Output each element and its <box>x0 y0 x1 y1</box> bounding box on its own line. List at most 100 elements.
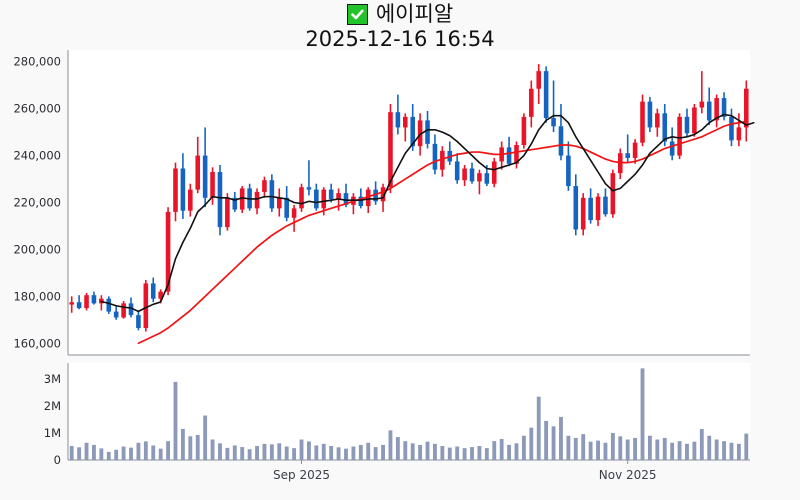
volume-bar <box>470 447 474 460</box>
volume-bar <box>573 437 578 460</box>
volume-bar <box>99 448 104 460</box>
candle-body <box>358 196 364 207</box>
volume-bar <box>381 444 385 460</box>
candle-body <box>321 189 327 209</box>
volume-bar <box>536 396 541 460</box>
volume-bar <box>321 443 326 460</box>
volume-bar <box>744 433 749 460</box>
volume-bar <box>269 444 274 460</box>
volume-bar <box>292 448 297 460</box>
chart-canvas: 160,000 180,000 200,000 220,000 240,000 260,0… <box>0 50 800 500</box>
volume-bar <box>447 447 452 460</box>
volume-bar <box>566 435 571 460</box>
candle-body <box>306 187 312 190</box>
volume-bar <box>262 443 267 460</box>
volume-bar <box>707 435 712 460</box>
volume-bar <box>255 445 259 460</box>
volume-bar <box>492 441 497 460</box>
volume-bar <box>410 443 415 460</box>
candle-body <box>291 208 297 218</box>
page-title: 에이피알 <box>375 2 454 26</box>
candle-body <box>603 196 608 215</box>
volume-bar <box>225 447 230 460</box>
volume-bar <box>344 448 348 460</box>
volume-bar <box>722 441 726 460</box>
candle-body <box>239 188 245 210</box>
volume-bar <box>240 447 245 460</box>
volume-bar <box>677 441 682 460</box>
candle-body <box>299 187 304 209</box>
volume-bar <box>699 429 704 460</box>
volume-bar <box>388 430 393 460</box>
candle-body <box>417 120 423 147</box>
candle-body <box>202 155 208 198</box>
title-row: 에이피알 <box>0 0 800 27</box>
candle-body <box>136 315 141 329</box>
candle-body <box>76 302 82 309</box>
volume-bar <box>203 415 208 460</box>
candle-body <box>625 153 630 158</box>
volume-bar <box>544 420 549 460</box>
volume-bar <box>440 445 445 460</box>
volume-bar <box>336 447 341 460</box>
candle-body <box>736 127 742 141</box>
candle-body <box>173 168 178 212</box>
candle-body <box>588 197 593 221</box>
volume-bar <box>395 437 400 460</box>
volume-bar <box>284 446 289 460</box>
price-y-tick-label: 240,000 <box>13 149 61 163</box>
candle-body <box>380 187 386 202</box>
volume-bar <box>136 442 141 460</box>
moving-average-short-line <box>100 113 755 313</box>
moving-average-long-line <box>137 120 748 345</box>
candle-body <box>595 196 601 221</box>
volume-bar <box>603 442 608 460</box>
volume-bar <box>106 451 111 460</box>
price-panel-background <box>68 50 750 355</box>
candlestick-volume-chart: 160,000 180,000 200,000 220,000 240,000 260,0… <box>13 50 755 482</box>
candle-body <box>284 197 289 218</box>
candle-body <box>165 211 171 292</box>
candle-body <box>506 147 512 164</box>
volume-bar <box>84 442 89 460</box>
candle-body <box>432 143 438 170</box>
candle-body <box>721 98 727 117</box>
candle-body <box>692 107 697 134</box>
volume-bar <box>151 445 156 460</box>
volume-bar <box>514 443 519 460</box>
candle-body <box>343 193 349 205</box>
candle-body <box>188 189 193 211</box>
candle-body <box>699 101 705 108</box>
candle-body <box>440 150 445 170</box>
volume-bar <box>188 436 193 460</box>
candle-body <box>254 191 260 209</box>
candle-body <box>158 291 163 299</box>
volume-bar <box>366 442 371 460</box>
volume-bar <box>358 444 363 460</box>
green-check-icon <box>346 3 368 25</box>
candle-body <box>128 303 134 316</box>
volume-bar <box>499 438 504 460</box>
candle-body <box>566 155 571 187</box>
candle-body <box>632 142 638 158</box>
volume-bar <box>351 446 356 460</box>
volume-bar <box>692 441 697 460</box>
candle-body <box>469 168 475 182</box>
candle-body <box>314 189 319 209</box>
candle-body <box>328 189 334 199</box>
volume-y-tick-label: 2M <box>44 399 61 413</box>
price-y-tick-label: 280,000 <box>13 55 61 69</box>
candle-body <box>514 145 519 164</box>
candle-body <box>232 197 238 210</box>
volume-bar <box>521 435 526 460</box>
candle-body <box>276 197 282 209</box>
volume-bar <box>647 435 652 460</box>
candle-body <box>610 173 616 215</box>
candle-body <box>640 101 645 143</box>
volume-bar <box>559 416 563 460</box>
candle-body <box>225 197 230 228</box>
volume-bar <box>247 449 252 460</box>
candle-body <box>580 197 586 230</box>
volume-bar <box>77 447 82 460</box>
